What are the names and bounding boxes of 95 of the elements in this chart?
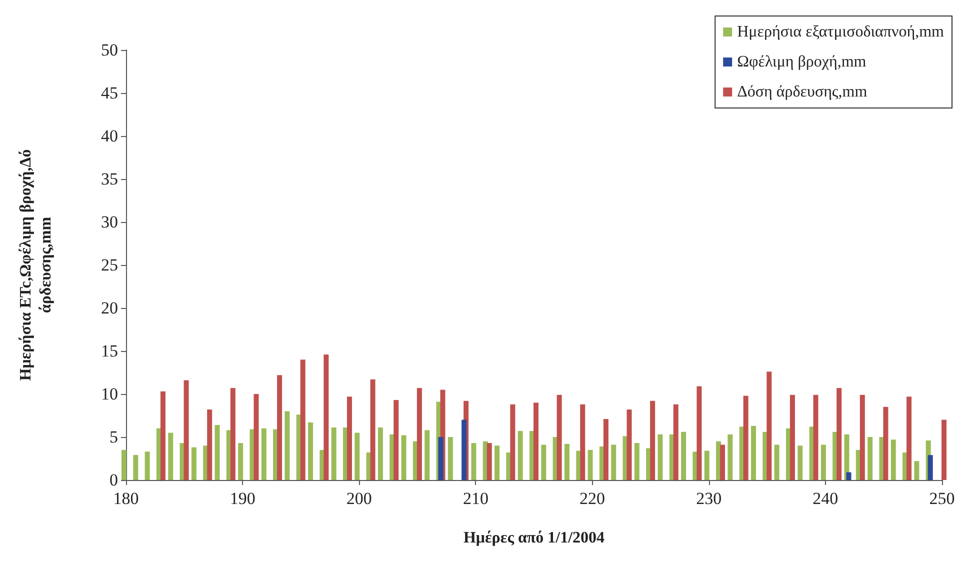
bar — [160, 391, 166, 480]
bar — [331, 428, 336, 480]
bar — [813, 394, 818, 480]
bar — [494, 446, 500, 480]
bar — [836, 388, 842, 480]
bar — [308, 422, 314, 480]
bar — [820, 444, 826, 480]
bar — [611, 444, 616, 480]
y-tick-label: 10 — [101, 384, 118, 404]
bar — [122, 450, 126, 480]
legend-label: Δόση άρδευσης,mm — [737, 84, 868, 100]
bar — [541, 444, 546, 480]
bar — [743, 396, 748, 480]
bar — [238, 443, 244, 480]
bar — [673, 404, 678, 480]
bar — [928, 455, 933, 480]
x-tick-label: 220 — [580, 489, 606, 508]
x-tick-label: 180 — [113, 489, 139, 508]
bar — [914, 461, 920, 480]
legend-label: Ωφέλιμη βροχή,mm — [737, 54, 867, 70]
bar — [448, 437, 453, 480]
y-tick-label: 30 — [101, 212, 118, 232]
x-tick-label: 210 — [462, 489, 488, 508]
bar — [534, 402, 538, 480]
bar — [626, 409, 632, 480]
bar — [728, 434, 733, 480]
bar — [324, 354, 329, 480]
y-tick-label: 25 — [101, 256, 118, 274]
y-tick-label: 50 — [101, 40, 118, 60]
bar — [774, 444, 780, 480]
bar — [471, 443, 476, 480]
y-tick-label: 5 — [110, 428, 118, 446]
x-axis-title: Ημέρες από 1/1/2004 — [463, 530, 605, 546]
bar — [704, 450, 710, 480]
bar — [462, 420, 467, 480]
bar — [510, 404, 516, 480]
y-tick-label: 40 — [101, 126, 118, 146]
bar — [846, 472, 852, 480]
bar — [168, 432, 174, 480]
bar — [394, 400, 399, 480]
x-tick-label: 250 — [929, 489, 955, 508]
bar — [790, 394, 795, 480]
bar — [486, 443, 492, 480]
bar — [214, 424, 220, 480]
bar — [207, 409, 212, 480]
bar — [658, 434, 663, 480]
bar — [254, 394, 259, 480]
bar — [883, 406, 888, 480]
bar — [144, 452, 150, 480]
bar — [277, 375, 282, 480]
bar — [191, 447, 196, 480]
bar — [261, 428, 266, 480]
bar — [650, 400, 656, 480]
y-tick-label: 0 — [110, 470, 118, 490]
bar — [230, 388, 236, 480]
x-tick-label: 240 — [812, 489, 838, 508]
x-tick-label: 190 — [230, 489, 256, 508]
bar — [300, 360, 306, 480]
y-tick-label: 35 — [101, 170, 118, 188]
bar — [184, 380, 189, 480]
bar — [346, 396, 352, 480]
bar — [370, 379, 376, 480]
legend-label: Ημερήσια εξατμισοδιαπνοή,mm — [737, 24, 945, 40]
bar — [354, 432, 360, 480]
y-tick-label: 15 — [101, 342, 118, 360]
bar — [518, 430, 523, 480]
bar — [401, 435, 406, 480]
bar — [860, 394, 865, 480]
y-axis-title: Ημερήσια ETc,Ωφέλιμη βροχή,Δό άρδευσης,mm — [18, 149, 54, 381]
bar — [890, 440, 896, 480]
bar — [696, 386, 702, 480]
bar — [868, 437, 873, 480]
bar — [681, 432, 686, 480]
x-tick-label: 230 — [696, 489, 722, 508]
y-tick-label: 45 — [101, 84, 118, 102]
bar — [634, 443, 640, 480]
bar — [580, 404, 586, 480]
bar — [942, 420, 946, 480]
bar — [588, 450, 593, 480]
bar — [720, 444, 726, 480]
bar — [556, 394, 562, 480]
bar — [798, 446, 803, 480]
bar — [133, 455, 138, 480]
bar — [284, 411, 290, 480]
bar — [564, 444, 570, 480]
x-tick-label: 200 — [346, 489, 372, 508]
y-tick-label: 20 — [101, 298, 118, 318]
bar — [766, 372, 772, 480]
bar — [603, 418, 608, 480]
bar — [438, 437, 444, 480]
bar — [416, 388, 422, 480]
bar — [906, 396, 912, 480]
bar — [750, 426, 756, 480]
bar — [424, 430, 430, 480]
bar — [378, 428, 383, 480]
